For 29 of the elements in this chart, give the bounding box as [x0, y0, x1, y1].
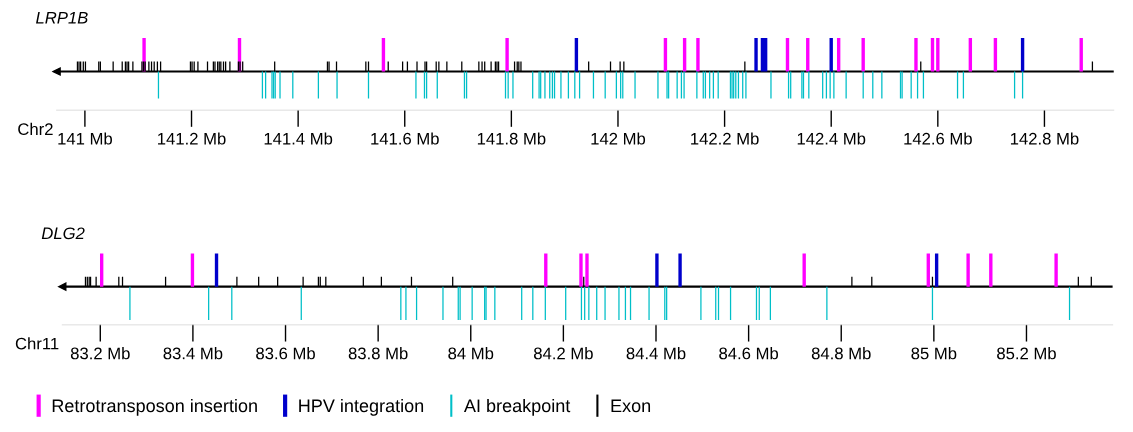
x-tick-label: 85 Mb — [911, 347, 957, 360]
x-axis-title: Chr2 — [18, 122, 53, 136]
x-tick-label: 84.4 Mb — [626, 347, 686, 360]
x-tick-label: 85.2 Mb — [997, 347, 1056, 360]
x-axis-title: Chr11 — [15, 337, 59, 350]
legend-label: Retrotransposon insertion — [52, 398, 257, 416]
x-tick-label: 141.2 Mb — [158, 132, 226, 145]
x-tick-label: 142.4 Mb — [797, 132, 866, 145]
x-tick-label: 142.2 Mb — [691, 132, 759, 145]
x-tick-label: 142 Mb — [591, 132, 646, 145]
x-tick-label: 141 Mb — [58, 132, 112, 145]
x-tick-label: 84 Mb — [448, 347, 494, 360]
x-tick-label: 141.8 Mb — [477, 132, 546, 145]
x-tick-label: 142.8 Mb — [1010, 132, 1079, 145]
x-tick-label: 84.6 Mb — [719, 347, 779, 360]
x-tick-label: 84.2 Mb — [534, 347, 593, 360]
x-tick-label: 84.8 Mb — [811, 347, 871, 360]
x-tick-label: 141.6 Mb — [371, 132, 439, 145]
x-tick-label: 83.2 Mb — [70, 347, 130, 360]
legend-label: AI breakpoint — [463, 398, 571, 416]
x-tick-label: 83.4 Mb — [163, 347, 223, 360]
legend-label: Exon — [611, 399, 651, 413]
x-tick-label: 141.4 Mb — [264, 132, 333, 145]
chart-title: DLG2 — [41, 227, 85, 240]
x-tick-label: 83.8 Mb — [348, 347, 408, 360]
x-tick-label: 142.6 Mb — [904, 132, 972, 145]
chart-title: LRP1B — [36, 11, 88, 24]
x-tick-label: 83.6 Mb — [256, 347, 315, 360]
legend-label: HPV integration — [299, 398, 424, 416]
